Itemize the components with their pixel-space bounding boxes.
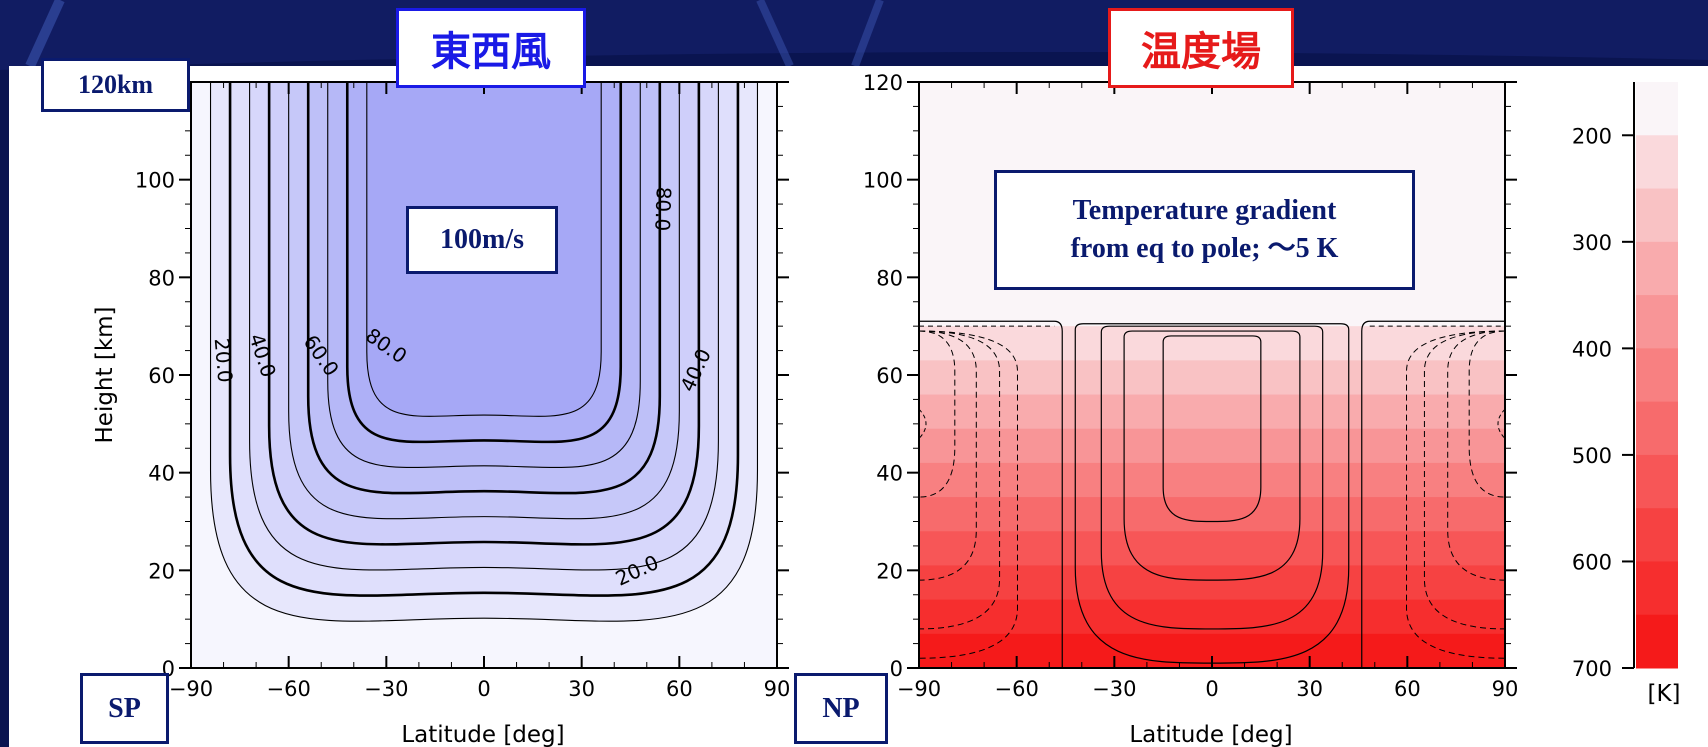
wind-contour-label: 20.0 (210, 337, 238, 383)
y-tick-label: 20 (876, 559, 903, 583)
x-tick-label: −90 (169, 677, 213, 701)
temp-contour-line (1406, 330, 1505, 659)
x-tick-label: 90 (764, 677, 791, 701)
colorbar-cell (1636, 241, 1678, 296)
colorbar-tick-label: 700 (1572, 657, 1612, 681)
colorbar-cell (1636, 561, 1678, 616)
colorbar-unit: [K] (1647, 681, 1680, 707)
wind-contour-label: 80.0 (650, 186, 676, 231)
temp-contour-line (1447, 330, 1505, 581)
top-height-label: 120km (41, 58, 190, 112)
colorbar-cell (1636, 82, 1678, 136)
wind-contour-line (327, 82, 641, 469)
wind-contour-line (267, 82, 701, 546)
wind-contour-line (209, 82, 759, 622)
colorbar-cell (1636, 348, 1678, 403)
y-tick-label: 40 (876, 462, 903, 486)
temp-contour-line (1100, 325, 1324, 630)
colorbar-cell (1636, 401, 1678, 456)
x-tick-label: 30 (1296, 677, 1323, 701)
gradient-note-line2: from eq to pole; ～5 K (1070, 233, 1339, 264)
temp-contour-line (1074, 323, 1350, 664)
temp-level-band (919, 326, 1505, 361)
colorbar-cell (1636, 454, 1678, 509)
colorbar-tick-label: 600 (1572, 550, 1612, 574)
colorbar-cell (1636, 614, 1678, 669)
y-tick-label: 80 (876, 266, 903, 290)
temp-level-band (919, 565, 1505, 601)
x-tick-label: 0 (477, 677, 490, 701)
x-tick-label: 0 (1205, 677, 1218, 701)
temp-contour-line (1123, 330, 1301, 581)
south-pole-label: SP (80, 673, 169, 744)
x-tick-label: −60 (267, 677, 311, 701)
x-tick-label: −30 (1092, 677, 1136, 701)
temperature-title: 温度場 (1108, 8, 1294, 88)
temp-contour-line (919, 330, 977, 581)
colorbar-cells (1636, 82, 1678, 669)
x-tick-label: 90 (1492, 677, 1519, 701)
temp-level-band (919, 531, 1505, 566)
temp-contour-line (1497, 408, 1505, 439)
temperature-colorbar: 200 300 400 500 600 700 [K] (1572, 82, 1681, 707)
y-tick-label: 40 (148, 462, 175, 486)
gradient-note-line1: Temperature gradient (1072, 195, 1337, 227)
zonal-wind-title: 東西風 (396, 8, 586, 88)
temp-level-band (919, 428, 1505, 464)
temp-x-axis-label: Latitude [deg] (1129, 722, 1292, 747)
colorbar-cell (1636, 135, 1678, 190)
temp-ticks: −90 −60 −30 0 30 60 90 0 20 40 60 80 100 120 (863, 71, 1518, 701)
x-tick-label: −60 (995, 677, 1039, 701)
temp-contour-line (919, 330, 1018, 659)
colorbar-tick-label: 300 (1572, 231, 1612, 255)
y-tick-label: 20 (148, 559, 175, 583)
y-tick-label: 60 (876, 364, 903, 388)
wind-x-axis-label: Latitude [deg] (401, 722, 564, 747)
colorbar-tick-label: 500 (1572, 444, 1612, 468)
wind-contour-line (288, 82, 680, 520)
wind-contour-line (306, 82, 662, 495)
colorbar-tick-label: 200 (1572, 124, 1612, 148)
y-tick-label: 0 (890, 657, 903, 681)
colorbar-cell (1636, 508, 1678, 562)
y-tick-label: 100 (863, 169, 903, 193)
wind-contour-line (366, 82, 602, 417)
temp-level-band (919, 394, 1505, 430)
y-tick-label: 80 (148, 266, 175, 290)
x-tick-label: 60 (666, 677, 693, 701)
wind-contour-layer (209, 82, 759, 622)
colorbar-cell (1636, 295, 1678, 349)
gradient-note: Temperature gradient from eq to pole; ～5… (994, 170, 1415, 290)
temp-contour-layer (919, 320, 1505, 668)
wind-contour-line (228, 82, 740, 597)
colorbar-ticks: 200 300 400 500 600 700 (1572, 124, 1634, 681)
temp-contour-line (1162, 335, 1262, 523)
temp-contour-line (1361, 320, 1505, 668)
temp-level-band (919, 462, 1505, 498)
x-tick-label: 60 (1394, 677, 1421, 701)
temp-contour-line (919, 320, 1063, 668)
y-tick-label: 60 (148, 364, 175, 388)
temp-contour-line (919, 330, 1001, 630)
x-tick-label: −30 (364, 677, 408, 701)
y-tick-label: 120 (863, 71, 903, 95)
temp-contour-line (919, 408, 927, 439)
wind-contour-line (249, 82, 719, 571)
temp-contour-line (1423, 330, 1505, 630)
y-tick-label: 100 (135, 169, 175, 193)
north-pole-label: NP (794, 673, 888, 744)
x-tick-label: 30 (568, 677, 595, 701)
wind-y-axis-label: Height [km] (92, 306, 118, 443)
colorbar-cell (1636, 188, 1678, 243)
temp-level-band (919, 497, 1505, 532)
temp-level-band (919, 360, 1505, 396)
colorbar-tick-label: 400 (1572, 337, 1612, 361)
wind-contour-line (345, 82, 623, 444)
max-wind-label: 100m/s (406, 206, 558, 274)
x-tick-label: −90 (897, 677, 941, 701)
